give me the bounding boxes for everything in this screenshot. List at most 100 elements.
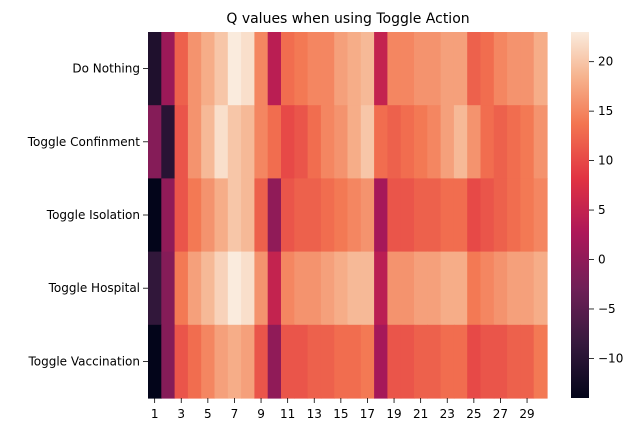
heatmap-cell [320, 251, 335, 326]
heatmap-cell [520, 178, 535, 253]
heatmap-cell [414, 105, 428, 179]
heatmap-cell [374, 32, 388, 106]
heatmap-cell [214, 32, 229, 106]
heatmap-cell [507, 178, 521, 253]
column-label: 1 [151, 407, 159, 421]
column-label: 5 [204, 407, 212, 421]
heatmap-cell [520, 324, 535, 399]
heatmap-cell [201, 324, 216, 399]
heatmap-cell [267, 32, 282, 106]
heatmap-cell [307, 251, 322, 326]
heatmap-cell [281, 324, 295, 399]
heatmap-cell [360, 251, 375, 326]
heatmap-cell [187, 251, 202, 326]
heatmap-cell [148, 178, 162, 253]
column-label: 13 [307, 407, 322, 421]
heatmap-cell [493, 324, 508, 399]
row-labels: Do Nothing Toggle Confinment Toggle Isolat… [27, 62, 148, 368]
heatmap-cell [400, 32, 415, 106]
colorbar-tick-label: 15 [598, 104, 613, 118]
column-label: 21 [413, 407, 428, 421]
heatmap-cell [187, 178, 202, 253]
column-label: 7 [231, 407, 239, 421]
heatmap-cell [161, 251, 176, 326]
heatmap-cell [453, 32, 468, 106]
heatmap-cell [427, 32, 442, 106]
heatmap-cell [161, 105, 176, 179]
heatmap-cell [440, 32, 455, 106]
heatmap-cell [467, 178, 482, 253]
column-label: 25 [466, 407, 481, 421]
heatmap-cell [161, 32, 176, 106]
colorbar-tick-label: 0 [598, 253, 606, 267]
heatmap-cell [187, 105, 202, 179]
heatmap-cell [400, 251, 415, 326]
column-label: 15 [333, 407, 348, 421]
column-label: 11 [280, 407, 295, 421]
heatmap-cell [227, 105, 242, 179]
heatmap-cell [294, 251, 309, 326]
heatmap-cell [241, 32, 255, 106]
row-label: Toggle Hospital [48, 281, 140, 295]
heatmap-cell [533, 105, 548, 179]
heatmap-cell [214, 324, 229, 399]
heatmap-cell [533, 32, 548, 106]
colorbar-tick-label: 10 [598, 154, 613, 168]
colorbar [571, 32, 589, 398]
heatmap-cell [267, 324, 282, 399]
heatmap-cell [254, 251, 269, 326]
heatmap-cell [254, 324, 269, 399]
heatmap-cell [174, 178, 189, 253]
heatmap-cell [174, 251, 189, 326]
heatmap-cell [387, 32, 402, 106]
heatmap-cell [507, 251, 521, 326]
heatmap-cell [241, 251, 255, 326]
heatmap-cell [281, 32, 295, 106]
heatmap-cell [453, 251, 468, 326]
heatmap-cell [241, 105, 255, 179]
heatmap-cell [227, 324, 242, 399]
heatmap-cell [493, 105, 508, 179]
heatmap-cell [201, 32, 216, 106]
column-label: 23 [440, 407, 455, 421]
heatmap-cell [267, 105, 282, 179]
heatmap-cell [467, 105, 482, 179]
heatmap-cell [467, 251, 482, 326]
heatmap-cell [241, 178, 255, 253]
column-label: 3 [177, 407, 185, 421]
heatmap-cell [201, 251, 216, 326]
heatmap-cell [347, 32, 362, 106]
heatmap-cell [520, 251, 535, 326]
heatmap-cell [294, 178, 309, 253]
column-label: 27 [493, 407, 508, 421]
heatmap-cell [267, 178, 282, 253]
heatmap-cell [334, 251, 349, 326]
heatmap-cell [480, 178, 495, 253]
row-label: Toggle Confinment [27, 135, 141, 149]
heatmap-cell [467, 324, 482, 399]
heatmap-cell [174, 105, 189, 179]
heatmap-cell [453, 178, 468, 253]
heatmap-cell [294, 32, 309, 106]
heatmap-cell [440, 105, 455, 179]
heatmap-cell [281, 105, 295, 179]
colorbar-tick-label: −5 [598, 302, 616, 316]
heatmap-cell [281, 251, 295, 326]
heatmap-cell [307, 178, 322, 253]
heatmap-cell [201, 105, 216, 179]
heatmap-cell [307, 32, 322, 106]
heatmap-cell [227, 178, 242, 253]
heatmap-cell [387, 251, 402, 326]
heatmap-cell [374, 178, 388, 253]
heatmap-cell [374, 105, 388, 179]
heatmap-cell [427, 105, 442, 179]
heatmap-cell [533, 251, 548, 326]
column-label: 29 [519, 407, 534, 421]
heatmap-cell [214, 178, 229, 253]
heatmap-cell [254, 105, 269, 179]
heatmap-cell [414, 178, 428, 253]
heatmap-cell [267, 251, 282, 326]
heatmap-cell [320, 32, 335, 106]
heatmap-cell [320, 105, 335, 179]
